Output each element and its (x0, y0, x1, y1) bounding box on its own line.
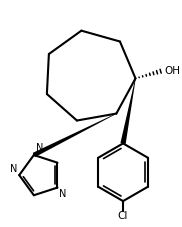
Text: Cl: Cl (118, 211, 128, 221)
Text: N: N (59, 188, 67, 199)
Text: N: N (36, 143, 43, 153)
Text: OH: OH (164, 66, 180, 76)
Polygon shape (120, 78, 136, 144)
Polygon shape (33, 113, 116, 157)
Text: N: N (10, 164, 17, 174)
